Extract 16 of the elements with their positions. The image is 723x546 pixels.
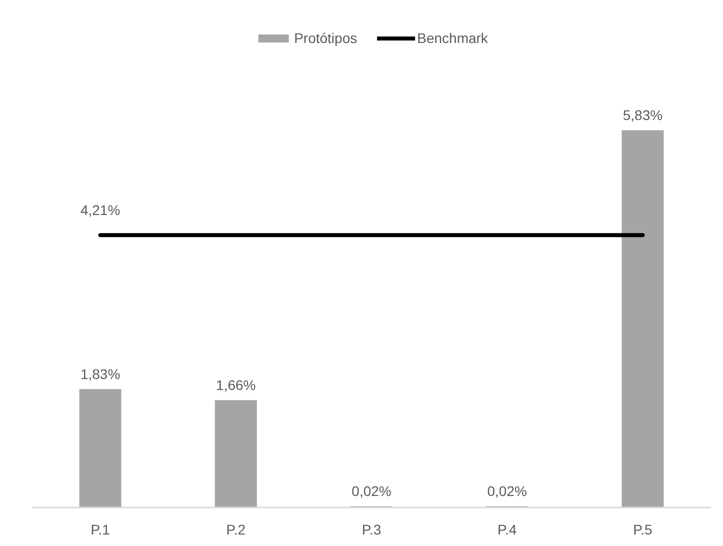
bar — [79, 389, 122, 508]
data-label: 0,02% — [487, 483, 527, 500]
bar — [214, 400, 257, 508]
x-tick-label: P.1 — [90, 522, 110, 538]
x-tick-label: P.3 — [362, 522, 382, 538]
data-label: 0,02% — [352, 483, 392, 500]
x-tick-label: P.5 — [633, 522, 653, 538]
x-tick-label: P.4 — [497, 522, 517, 538]
data-label: 1,83% — [80, 366, 120, 382]
data-label: 4,21% — [80, 202, 120, 218]
data-label: 1,66% — [216, 377, 256, 394]
bar — [622, 130, 664, 508]
legend-label: Benchmark — [417, 30, 488, 46]
data-label: 5,83% — [622, 107, 663, 124]
legend-label: Protótipos — [294, 30, 358, 46]
x-tick-label: P.2 — [226, 522, 246, 538]
